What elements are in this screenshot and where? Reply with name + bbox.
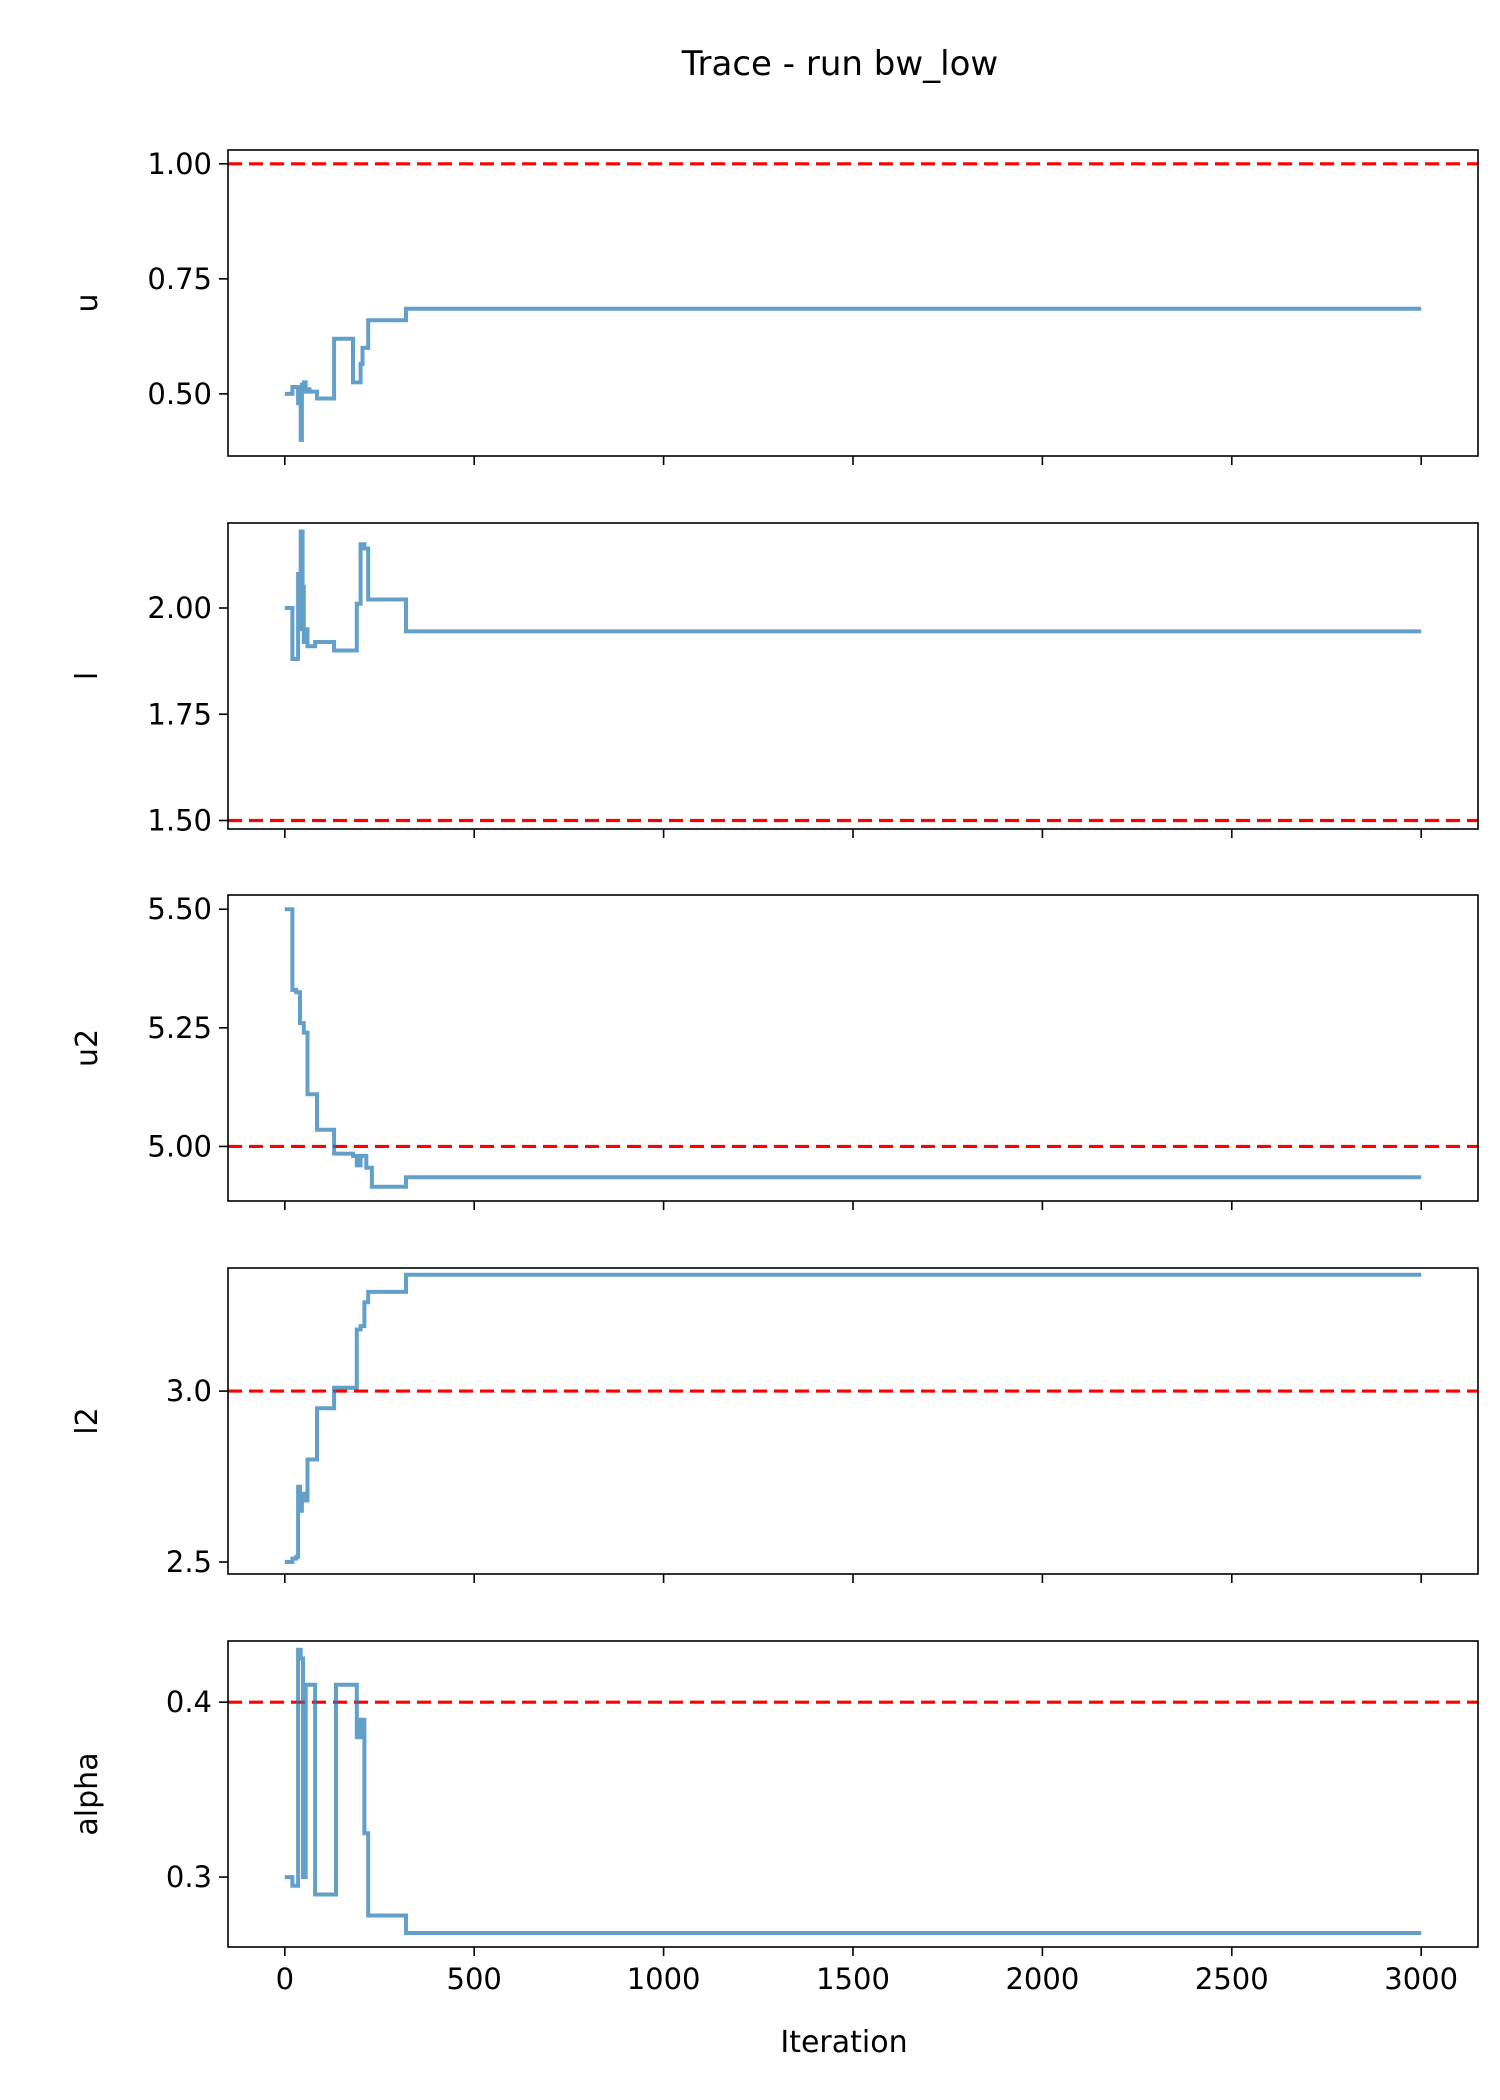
x-tick-label: 2500 (1195, 1962, 1269, 1996)
x-tick-label: 1500 (816, 1962, 890, 1996)
x-tick-label: 2000 (1005, 1962, 1079, 1996)
y-tick-label-l2: 3.0 (166, 1374, 212, 1408)
trace-line-u2 (284, 907, 1422, 1189)
trace-line-alpha (284, 1647, 1422, 1935)
subplot-alpha: 0.3 0.4 alpha 0 500 1000 1500 2000 2500 3000 (70, 1640, 1479, 1996)
x-tick-label: 1000 (627, 1962, 701, 1996)
y-axis-label-l: l (70, 672, 105, 680)
subplot-l: 1.50 1.75 2.00 l (70, 522, 1479, 838)
axes-frame-alpha (227, 1640, 1479, 1948)
trace-line-l (284, 529, 1422, 661)
subplot-panels: 0.50 0.75 1.00 u 1.50 1.75 2.00 l 5.00 5.25 5.50 u2… (70, 147, 1479, 1996)
y-tick-label-l: 2.00 (147, 591, 212, 625)
subplot-u: 0.50 0.75 1.00 u (70, 147, 1479, 465)
axes-frame-u (227, 149, 1479, 457)
x-tick-label: 500 (447, 1962, 502, 1996)
y-axis-label-l2: l2 (70, 1407, 105, 1434)
axes-frame-l2 (227, 1267, 1479, 1575)
y-tick-label-alpha: 0.3 (166, 1860, 212, 1894)
y-tick-label-l2: 2.5 (166, 1545, 212, 1579)
figure-title: Trace - run bw_low (681, 44, 998, 84)
y-tick-label-u2: 5.00 (147, 1129, 212, 1163)
y-tick-label-u2: 5.50 (147, 892, 212, 926)
y-tick-label-u: 0.50 (147, 377, 212, 411)
axes-frame-u2 (227, 894, 1479, 1202)
trace-line-l2 (284, 1272, 1422, 1564)
y-tick-label-l: 1.50 (147, 804, 212, 838)
axes-frame-l (227, 522, 1479, 830)
x-axis-label: Iteration (780, 2025, 907, 2060)
trace-line-u (284, 306, 1422, 442)
y-axis-label-u: u (70, 293, 105, 312)
x-tick-label: 0 (276, 1962, 294, 1996)
y-tick-label-u: 1.00 (147, 147, 212, 181)
subplot-l2: 2.5 3.0 l2 (70, 1267, 1479, 1583)
y-axis-label-u2: u2 (70, 1029, 105, 1067)
y-axis-label-alpha: alpha (70, 1752, 105, 1835)
y-tick-label-u2: 5.25 (147, 1011, 212, 1045)
x-tick-label: 3000 (1384, 1962, 1458, 1996)
y-tick-label-l: 1.75 (147, 697, 212, 731)
y-tick-label-alpha: 0.4 (166, 1685, 212, 1719)
subplot-u2: 5.00 5.25 5.50 u2 (70, 892, 1479, 1210)
y-tick-label-u: 0.75 (147, 262, 212, 296)
